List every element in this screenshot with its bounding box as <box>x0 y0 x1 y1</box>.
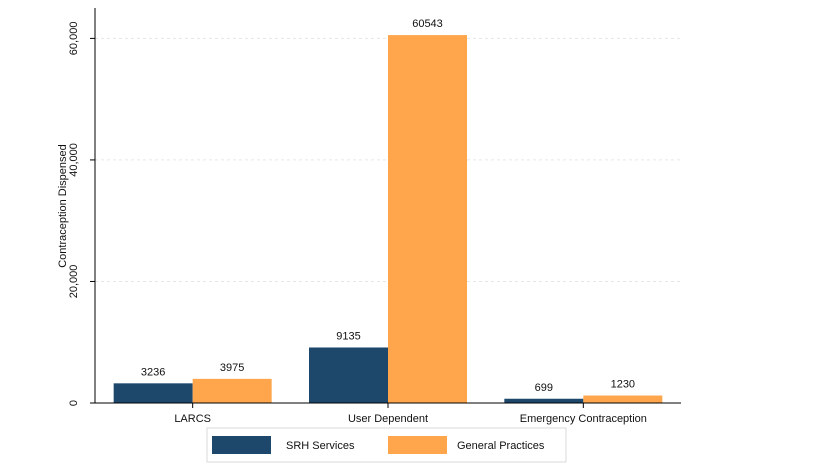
x-category-label: Emergency Contraception <box>520 413 647 425</box>
legend-swatch <box>388 436 447 454</box>
bar-data-label: 3236 <box>141 366 165 378</box>
y-axis-label: Contraception Dispensed <box>57 144 69 268</box>
bar <box>309 347 388 403</box>
legend-label: SRH Services <box>286 440 355 452</box>
x-category-label: LARCS <box>174 413 211 425</box>
x-category-label: User Dependent <box>348 413 428 425</box>
bar <box>192 378 272 403</box>
legend: SRH Services General Practices <box>206 427 567 463</box>
bars <box>113 35 663 404</box>
y-tick-label: 60,000 <box>68 22 80 56</box>
y-ticks: 0 20,000 40,000 60,000 <box>68 22 95 406</box>
x-category-labels: LARCS User Dependent Emergency Contracepti… <box>174 403 647 425</box>
y-tick-label: 0 <box>68 400 80 406</box>
bar <box>388 35 467 404</box>
bar-data-label: 699 <box>535 382 553 394</box>
legend-swatch <box>212 436 271 454</box>
data-labels: 3236 3975 9135 60543 699 1230 <box>141 18 635 394</box>
bar <box>113 383 193 403</box>
grid-lines <box>95 37 681 282</box>
bar-data-label: 9135 <box>336 330 360 342</box>
y-tick-label: 40,000 <box>68 143 80 177</box>
bar-data-label: 3975 <box>220 362 244 374</box>
y-tick-label: 20,000 <box>68 265 80 299</box>
legend-label: General Practices <box>457 440 545 452</box>
bar <box>583 395 663 403</box>
bar <box>504 398 584 403</box>
bar-data-label: 60543 <box>412 18 443 30</box>
bar-data-label: 1230 <box>611 379 635 391</box>
